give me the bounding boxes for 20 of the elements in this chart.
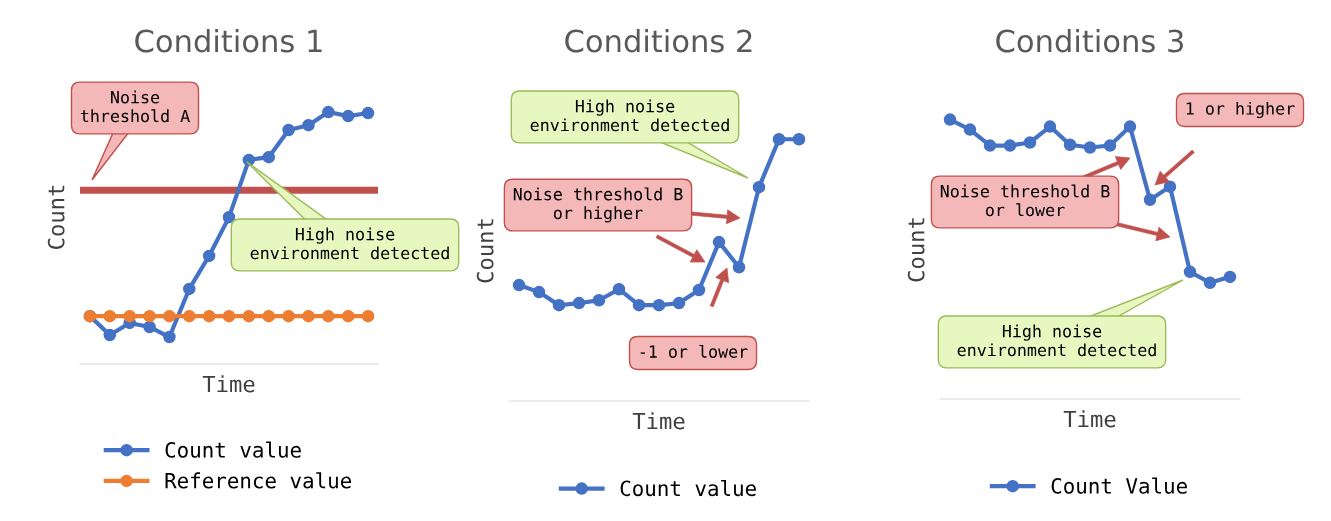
text: 1 or higher (1186, 101, 1295, 119)
chart-title: Conditions 3 (996, 28, 1183, 53)
annotation: Noise threshold B or lower (940, 184, 1110, 217)
y-axis-title: Count (907, 218, 925, 282)
chart-title: Conditions 1 (135, 28, 322, 53)
x-axis-title: Time (202, 375, 255, 393)
x-axis-title: Time (1063, 410, 1116, 428)
annotation: -1 or lower (640, 344, 748, 358)
annotation: Noise threshold B or higher (513, 187, 683, 223)
text: High noise environment detected (530, 99, 729, 132)
annotation: High noise environment detected (957, 324, 1156, 357)
y-axis-title: Count (47, 185, 65, 249)
y-axis-title: Count (476, 219, 494, 283)
legend-label: Count value (165, 441, 301, 458)
legend-label: Reference value (165, 472, 352, 489)
annotation: High noise environment detected (250, 227, 449, 260)
legend-label: Count value (620, 479, 756, 497)
x-axis-title: Time (632, 412, 685, 430)
legend-label: Count Value (1051, 477, 1187, 494)
chart-title: Conditions 2 (565, 28, 752, 53)
